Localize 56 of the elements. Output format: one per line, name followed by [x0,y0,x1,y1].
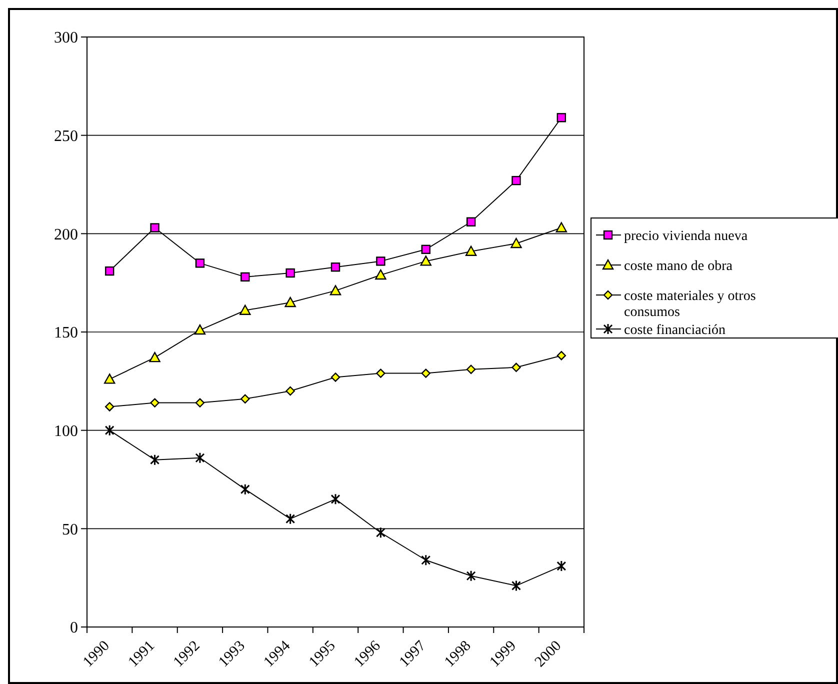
y-tick-label: 150 [54,324,78,342]
y-tick-label: 50 [62,521,78,538]
y-tick-label: 0 [70,620,78,637]
point [104,424,114,436]
point [150,454,160,466]
point [510,238,522,248]
point [150,398,160,408]
point [512,176,521,186]
point [420,256,432,266]
y-tick-label: 250 [54,128,78,145]
legend-label: coste mano de obra [624,258,734,274]
point [465,246,477,256]
x-tick-label: 1991 [126,638,158,670]
point [286,513,296,525]
point [556,222,568,232]
legend-label: coste financiación [624,322,726,338]
legend-label: precio vivienda nueva [624,228,748,244]
point [466,217,476,226]
point [195,398,205,408]
point [330,372,340,382]
point [194,324,206,335]
point [375,269,386,280]
point [466,364,476,374]
point [104,374,116,384]
point [150,223,160,232]
point [286,386,295,396]
point [376,256,386,266]
point [511,580,521,592]
point [376,368,386,378]
point [240,484,250,496]
point [195,258,205,268]
point [104,402,114,412]
point [195,452,205,464]
point [556,351,566,360]
y-tick-label: 100 [54,422,78,440]
point [284,296,296,308]
point [240,304,251,315]
point [421,244,430,254]
x-tick-label: 1999 [486,638,520,670]
point [330,493,340,505]
point [512,362,521,372]
point [376,526,386,538]
point [466,570,476,582]
point [556,560,566,572]
point [421,368,430,378]
point [240,272,250,282]
point [240,394,250,404]
point [330,285,342,296]
y-tick-label: 300 [54,30,78,47]
point [330,262,340,272]
point [556,113,566,122]
point [104,266,114,276]
y-tick-label: 200 [54,226,78,244]
point [149,352,160,362]
point [286,268,295,278]
point [421,554,431,566]
